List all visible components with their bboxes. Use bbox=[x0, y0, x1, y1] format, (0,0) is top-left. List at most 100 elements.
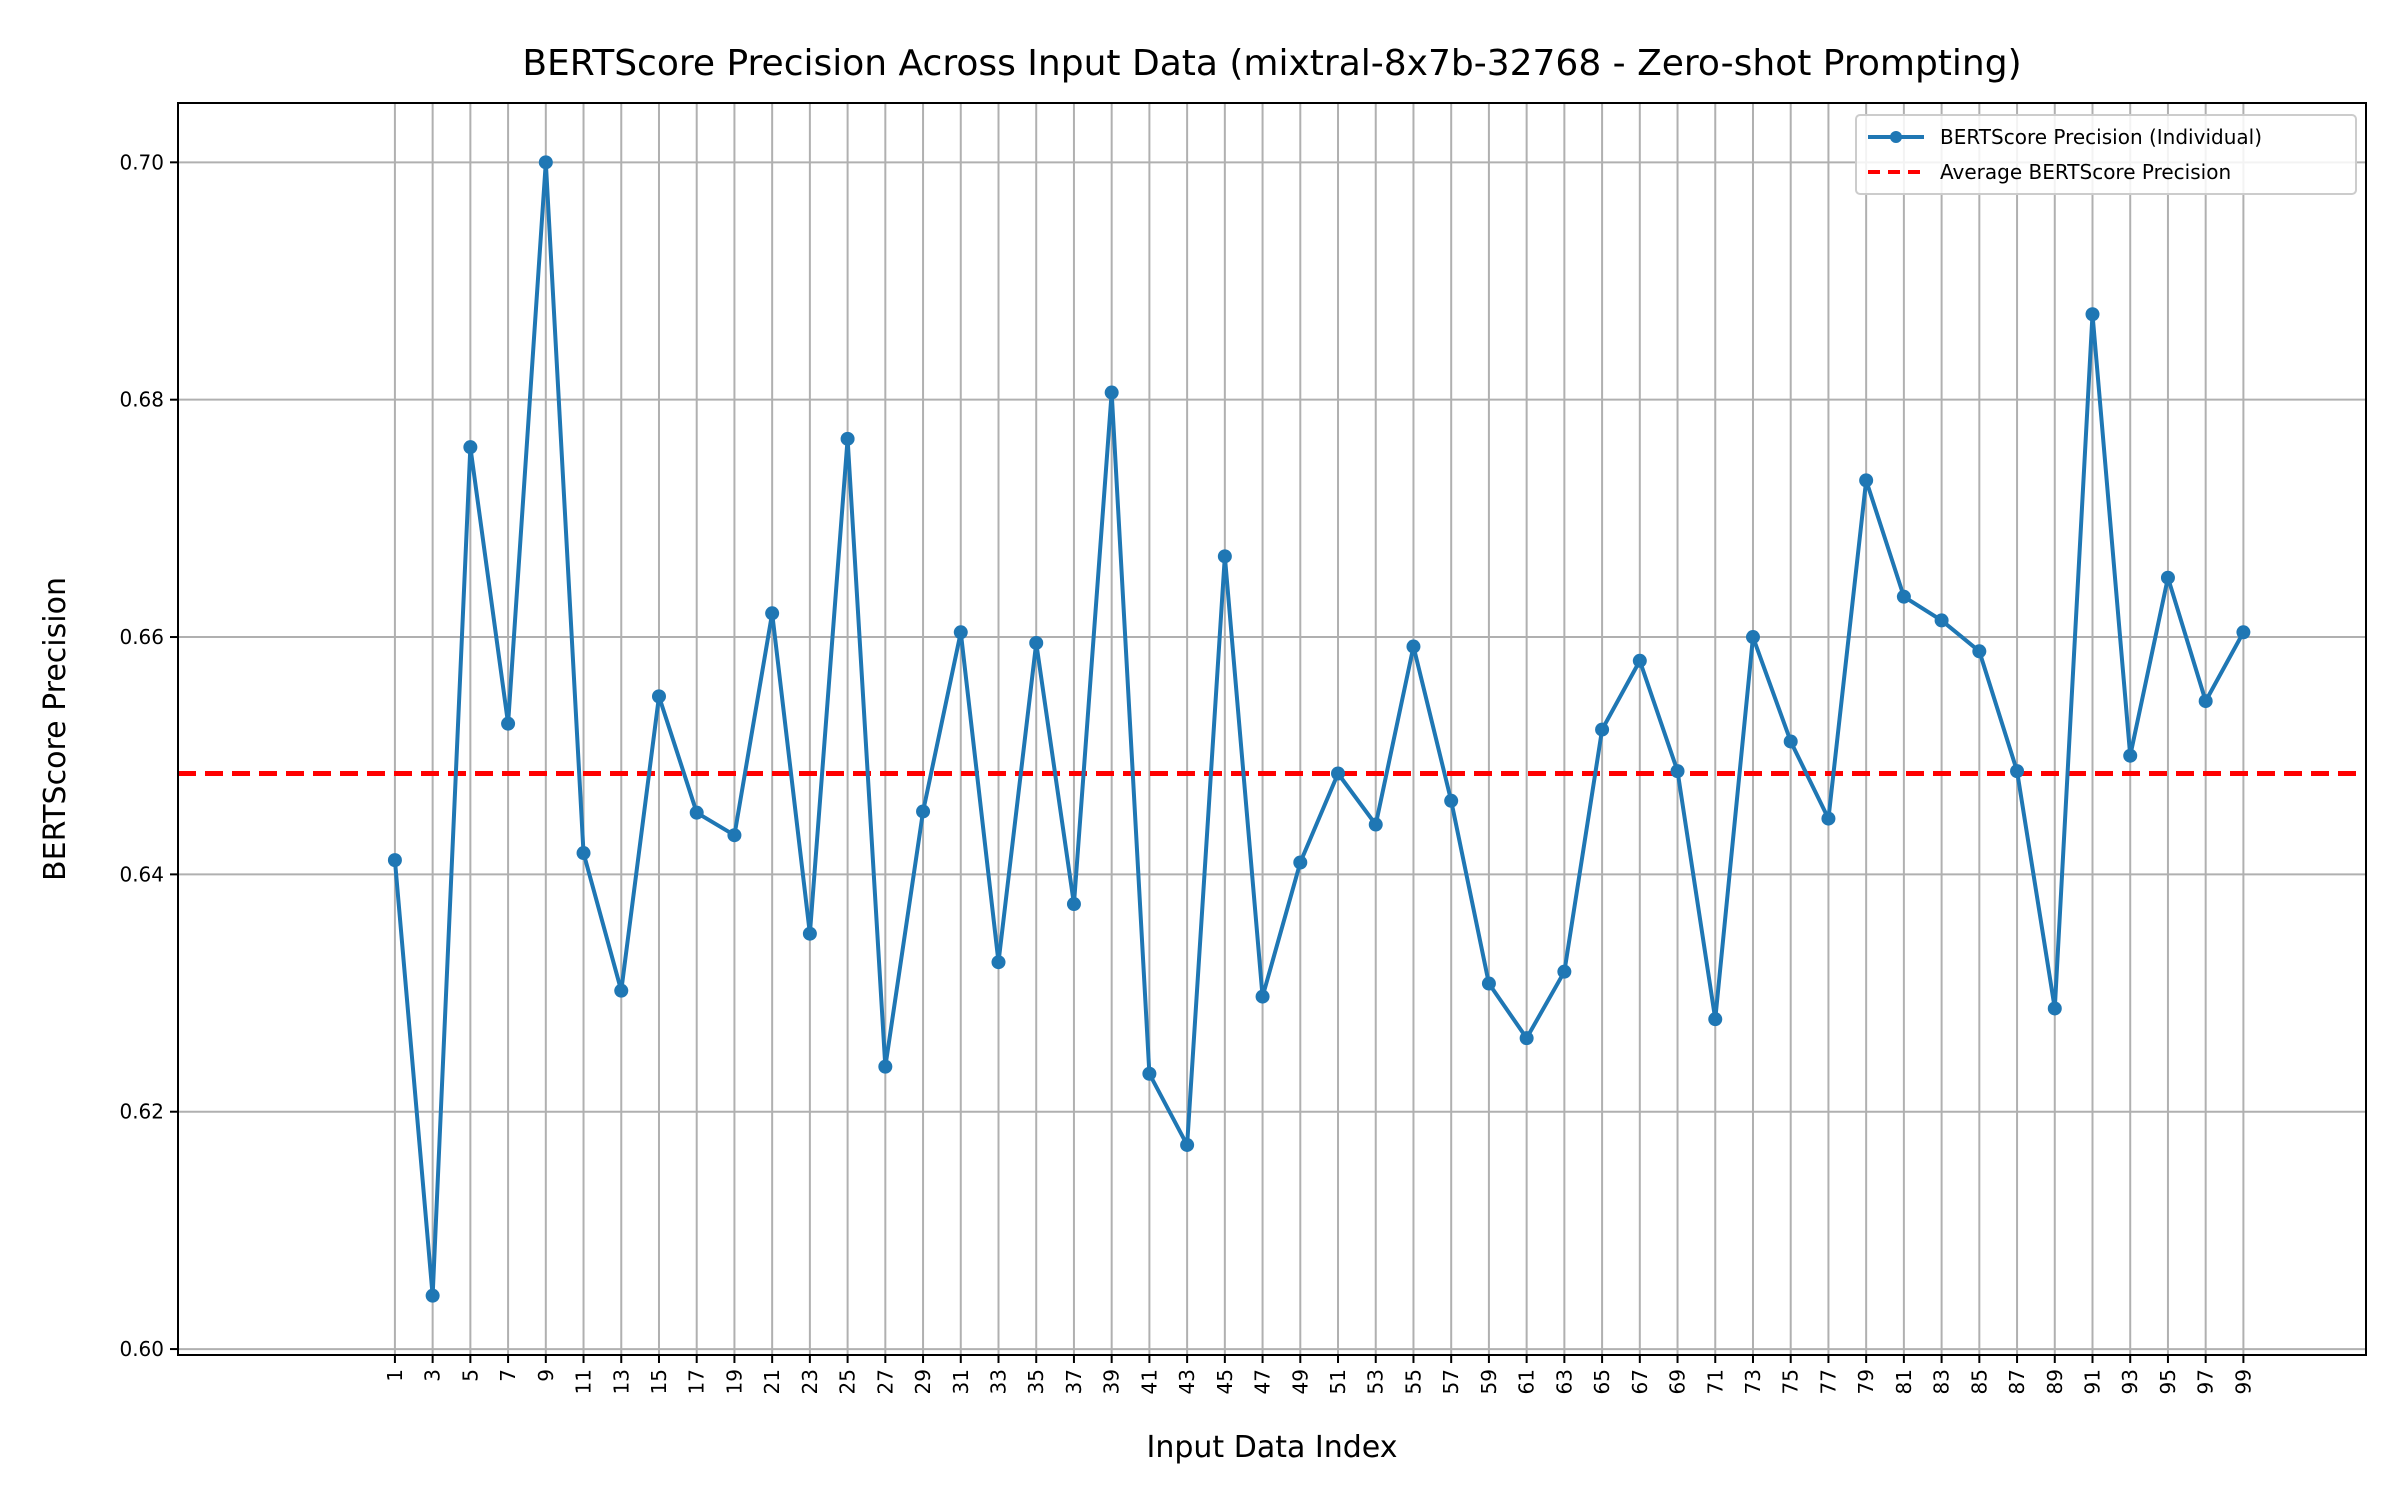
x-tick-label: 51 bbox=[1326, 1369, 1350, 1394]
data-point bbox=[1180, 1137, 1195, 1152]
x-tick-label: 41 bbox=[1137, 1369, 1161, 1394]
y-tick-label: 0.64 bbox=[119, 862, 164, 886]
data-point bbox=[538, 155, 553, 170]
x-tick-label: 89 bbox=[2043, 1369, 2067, 1394]
data-point bbox=[840, 431, 855, 446]
x-tick-label: 53 bbox=[1364, 1369, 1388, 1394]
data-point bbox=[1406, 639, 1421, 654]
data-point bbox=[2010, 764, 2025, 779]
x-tick-label: 3 bbox=[421, 1369, 445, 1382]
data-point bbox=[2085, 307, 2100, 322]
data-point bbox=[1331, 766, 1346, 781]
y-axis-ticks: 0.60 0.62 0.64 0.66 0.68 0.70 bbox=[119, 150, 178, 1361]
chart-title: BERTScore Precision Across Input Data (m… bbox=[522, 43, 2021, 84]
x-tick-label: 81 bbox=[1892, 1369, 1916, 1394]
data-point bbox=[1934, 613, 1949, 628]
x-tick-label: 45 bbox=[1213, 1369, 1237, 1394]
data-point bbox=[1293, 855, 1308, 870]
x-tick-label: 27 bbox=[873, 1369, 897, 1394]
data-point bbox=[2236, 625, 2251, 640]
x-tick-label: 23 bbox=[798, 1369, 822, 1394]
data-point bbox=[463, 440, 478, 455]
data-point bbox=[689, 805, 704, 820]
data-point bbox=[1896, 589, 1911, 604]
x-tick-label: 19 bbox=[722, 1369, 746, 1394]
data-point bbox=[802, 926, 817, 941]
data-point bbox=[651, 689, 666, 704]
x-tick-label: 95 bbox=[2156, 1369, 2180, 1394]
data-point bbox=[727, 828, 742, 843]
legend-box bbox=[1855, 114, 2357, 195]
y-tick-label: 0.70 bbox=[119, 150, 164, 174]
y-axis-label: BERTScore Precision bbox=[38, 577, 73, 881]
data-point bbox=[387, 853, 402, 868]
data-point bbox=[1670, 764, 1685, 779]
x-tick-label: 63 bbox=[1552, 1369, 1576, 1394]
data-point bbox=[953, 625, 968, 640]
data-point bbox=[2160, 570, 2175, 585]
x-tick-label: 65 bbox=[1590, 1369, 1614, 1394]
x-tick-label: 77 bbox=[1816, 1369, 1840, 1394]
x-tick-label: 35 bbox=[1024, 1369, 1048, 1394]
x-axis-ticks: 1 3 5 7 9 11 13 15 17 19 21 23 25 27 29 31 33 35 37 39 41 43 4… bbox=[383, 1355, 2255, 1394]
x-tick-label: 39 bbox=[1100, 1369, 1124, 1394]
data-point bbox=[765, 606, 780, 621]
x-tick-label: 57 bbox=[1439, 1369, 1463, 1394]
x-tick-label: 11 bbox=[572, 1369, 596, 1394]
x-tick-label: 83 bbox=[1930, 1369, 1954, 1394]
x-tick-label: 67 bbox=[1628, 1369, 1652, 1394]
data-point bbox=[916, 804, 931, 819]
data-point bbox=[1368, 817, 1383, 832]
data-point bbox=[1557, 964, 1572, 979]
x-tick-label: 55 bbox=[1401, 1369, 1425, 1394]
y-tick-label: 0.62 bbox=[119, 1100, 164, 1124]
x-tick-label: 71 bbox=[1703, 1369, 1727, 1394]
x-tick-label: 7 bbox=[496, 1369, 520, 1382]
x-tick-label: 75 bbox=[1779, 1369, 1803, 1394]
data-point bbox=[576, 846, 591, 861]
x-tick-label: 47 bbox=[1251, 1369, 1275, 1394]
data-point bbox=[1972, 644, 1987, 659]
x-tick-label: 99 bbox=[2231, 1369, 2255, 1394]
y-tick-label: 0.66 bbox=[119, 625, 164, 649]
legend-series-marker-icon bbox=[1890, 131, 1902, 143]
legend-series-label: BERTScore Precision (Individual) bbox=[1940, 125, 2262, 149]
data-point bbox=[1217, 549, 1232, 564]
x-tick-label: 37 bbox=[1062, 1369, 1086, 1394]
x-tick-label: 85 bbox=[1967, 1369, 1991, 1394]
plot-frame bbox=[177, 102, 2367, 1356]
y-tick-label: 0.60 bbox=[119, 1337, 164, 1361]
data-point bbox=[2047, 1001, 2062, 1016]
x-tick-label: 9 bbox=[534, 1369, 558, 1382]
data-point bbox=[1821, 811, 1836, 826]
x-tick-label: 61 bbox=[1515, 1369, 1539, 1394]
x-tick-label: 13 bbox=[609, 1369, 633, 1394]
x-tick-label: 79 bbox=[1854, 1369, 1878, 1394]
x-tick-label: 25 bbox=[836, 1369, 860, 1394]
x-axis-label: Input Data Index bbox=[1147, 1430, 1398, 1465]
y-tick-label: 0.68 bbox=[119, 388, 164, 412]
data-point bbox=[2198, 694, 2213, 709]
x-tick-label: 5 bbox=[458, 1369, 482, 1382]
x-tick-label: 33 bbox=[987, 1369, 1011, 1394]
x-gridlines bbox=[393, 103, 2245, 1355]
x-tick-label: 21 bbox=[760, 1369, 784, 1394]
data-point bbox=[501, 716, 516, 731]
series-line bbox=[392, 160, 2246, 1298]
data-point bbox=[1481, 976, 1496, 991]
data-point bbox=[1708, 1012, 1723, 1027]
legend-average-label: Average BERTScore Precision bbox=[1940, 160, 2231, 184]
data-point bbox=[1104, 385, 1119, 400]
data-point bbox=[1142, 1066, 1157, 1081]
data-point bbox=[1745, 630, 1760, 645]
x-tick-label: 87 bbox=[2005, 1369, 2029, 1394]
x-tick-label: 1 bbox=[383, 1369, 407, 1382]
data-point bbox=[1029, 635, 1044, 650]
x-tick-label: 91 bbox=[2081, 1369, 2105, 1394]
data-point bbox=[1519, 1031, 1534, 1046]
data-point bbox=[1859, 473, 1874, 488]
data-point bbox=[425, 1288, 440, 1303]
